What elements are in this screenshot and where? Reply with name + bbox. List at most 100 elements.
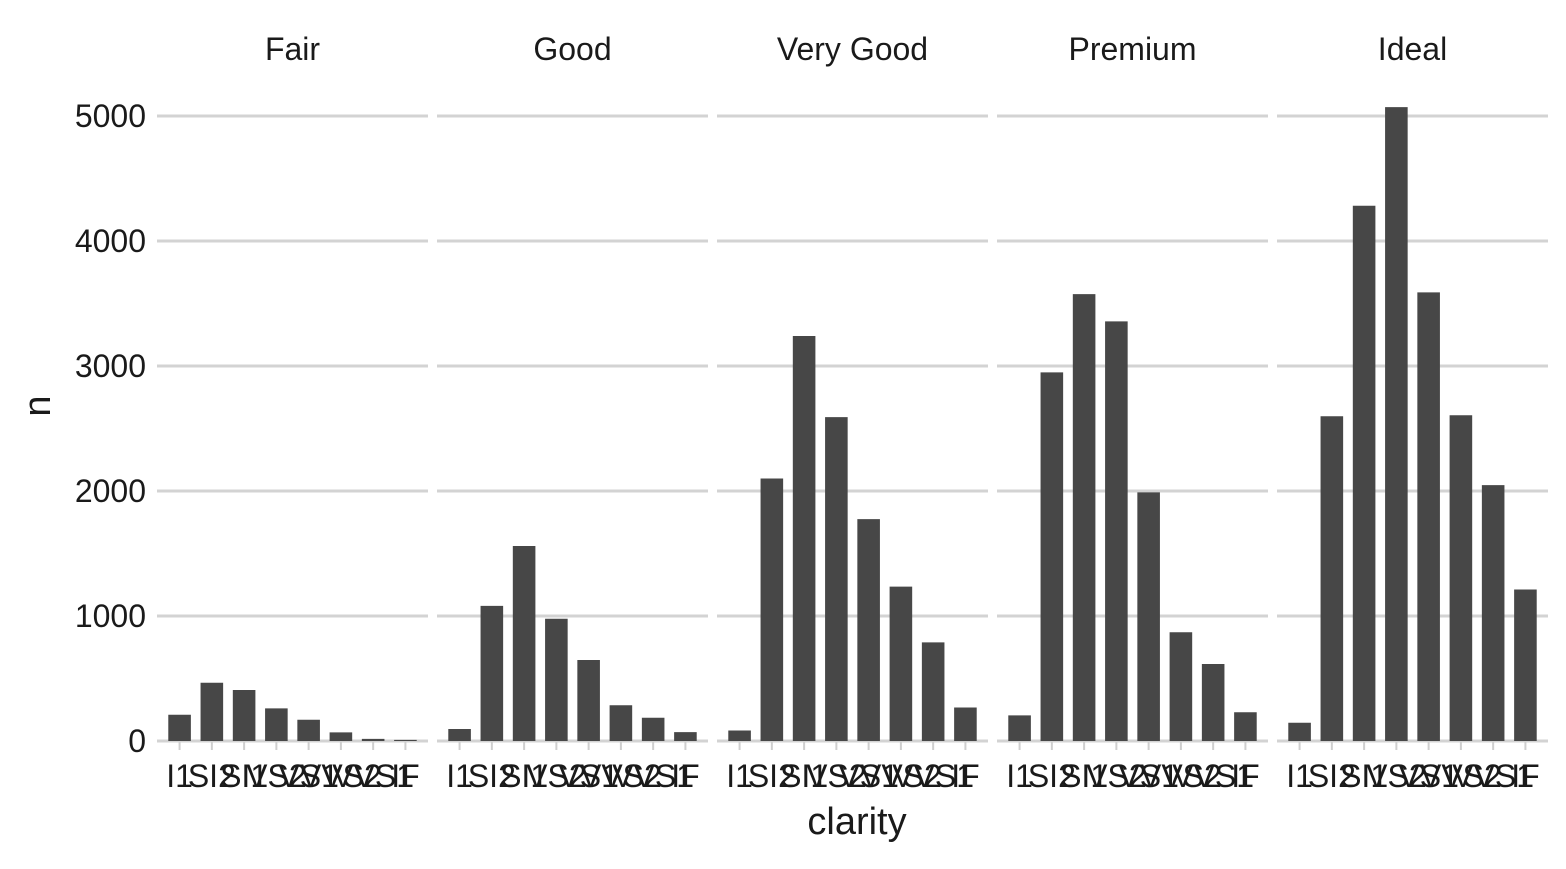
x-tick-label: VVS2 <box>1420 758 1502 794</box>
bar <box>641 717 665 741</box>
x-tick-label: SI1 <box>1340 758 1388 794</box>
bar <box>1417 292 1440 741</box>
facet-title: Fair <box>265 31 320 67</box>
bar <box>577 660 600 741</box>
y-tick-label: 5000 <box>75 98 146 134</box>
bar <box>1385 107 1408 741</box>
bar <box>1234 712 1257 741</box>
y-tick-label: 1000 <box>75 598 146 634</box>
x-tick-label: IF <box>1231 758 1259 794</box>
x-tick-label: VVS1 <box>892 758 974 794</box>
y-tick-label: 0 <box>128 723 146 759</box>
bar <box>954 707 977 741</box>
x-tick-label: SI2 <box>468 758 516 794</box>
x-tick-label: IF <box>951 758 979 794</box>
bar <box>1201 664 1225 741</box>
x-tick-label: VVS2 <box>860 758 942 794</box>
x-tick-label: SI2 <box>748 758 796 794</box>
bar <box>545 618 568 741</box>
facet-title: Ideal <box>1378 31 1447 67</box>
bar <box>200 682 224 741</box>
x-axis-title: clarity <box>807 801 906 843</box>
bar <box>1481 485 1505 741</box>
bar <box>448 729 471 741</box>
facet-title: Very Good <box>777 31 928 67</box>
x-tick-label: SI2 <box>188 758 236 794</box>
x-tick-label: SI1 <box>1060 758 1108 794</box>
bar <box>792 336 816 741</box>
x-tick-label: VS2 <box>246 758 306 794</box>
x-tick-label: VVS1 <box>612 758 694 794</box>
x-tick-label: IF <box>1511 758 1539 794</box>
bar <box>1169 632 1193 741</box>
x-tick-label: VVS1 <box>332 758 414 794</box>
bar <box>857 519 880 741</box>
x-tick-label: VVS2 <box>1140 758 1222 794</box>
bar <box>609 705 633 741</box>
bar <box>825 417 848 741</box>
x-tick-label: VS1 <box>1118 758 1178 794</box>
x-tick-label: I1 <box>166 758 193 794</box>
bar <box>297 719 320 741</box>
x-tick-label: VS2 <box>806 758 866 794</box>
x-tick-label: VS1 <box>558 758 618 794</box>
x-tick-label: I1 <box>446 758 473 794</box>
x-tick-label: VS1 <box>1398 758 1458 794</box>
bar <box>394 739 417 741</box>
x-tick-label: SI1 <box>500 758 548 794</box>
x-tick-label: IF <box>391 758 419 794</box>
bar <box>1072 294 1096 741</box>
x-tick-label: I1 <box>726 758 753 794</box>
bar <box>728 730 751 741</box>
bar <box>1352 205 1376 741</box>
panels-layer: FairI1SI2SI1VS2VS1VVS2VVS1IFGoodI1SI2SI1… <box>157 31 1548 794</box>
x-tick-label: VS1 <box>838 758 898 794</box>
x-tick-label: VS1 <box>278 758 338 794</box>
bar <box>760 478 784 741</box>
facet-title: Good <box>533 31 611 67</box>
bar <box>512 546 536 741</box>
x-tick-label: SI1 <box>780 758 828 794</box>
bar <box>265 708 288 741</box>
bar <box>1137 492 1160 741</box>
y-tick-label: 4000 <box>75 223 146 259</box>
x-tick-label: VVS1 <box>1172 758 1254 794</box>
bar <box>1288 722 1311 741</box>
bar <box>889 586 913 741</box>
bar <box>329 732 353 741</box>
bar <box>232 690 256 741</box>
x-tick-label: SI1 <box>220 758 268 794</box>
x-tick-label: VVS2 <box>300 758 382 794</box>
y-axis-title: n <box>17 395 59 416</box>
x-tick-label: VS2 <box>1086 758 1146 794</box>
x-tick-label: I1 <box>1006 758 1033 794</box>
x-tick-label: VVS2 <box>580 758 662 794</box>
x-tick-label: SI2 <box>1308 758 1356 794</box>
bar <box>921 642 945 741</box>
bar <box>674 732 697 741</box>
x-tick-label: VVS1 <box>1452 758 1534 794</box>
x-tick-label: IF <box>671 758 699 794</box>
x-tick-label: I1 <box>1286 758 1313 794</box>
bar <box>1008 715 1031 741</box>
bar <box>168 714 191 741</box>
y-axis: 0 1000 2000 3000 4000 5000 <box>75 98 146 759</box>
bar <box>1105 321 1128 741</box>
bar <box>1320 416 1344 741</box>
bar <box>1449 415 1473 741</box>
bar <box>1040 372 1064 741</box>
bar <box>361 738 385 741</box>
x-tick-label: VS2 <box>1366 758 1426 794</box>
x-tick-label: SI2 <box>1028 758 1076 794</box>
x-tick-label: VS2 <box>526 758 586 794</box>
y-tick-label: 3000 <box>75 348 146 384</box>
facet-title: Premium <box>1068 31 1196 67</box>
bar <box>480 605 504 741</box>
